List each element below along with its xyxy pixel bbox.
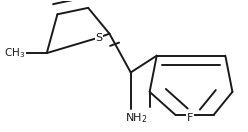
Text: F: F [187,113,193,123]
Text: S: S [95,33,102,43]
Text: CH$_3$: CH$_3$ [4,46,26,60]
Text: NH$_2$: NH$_2$ [125,111,148,125]
